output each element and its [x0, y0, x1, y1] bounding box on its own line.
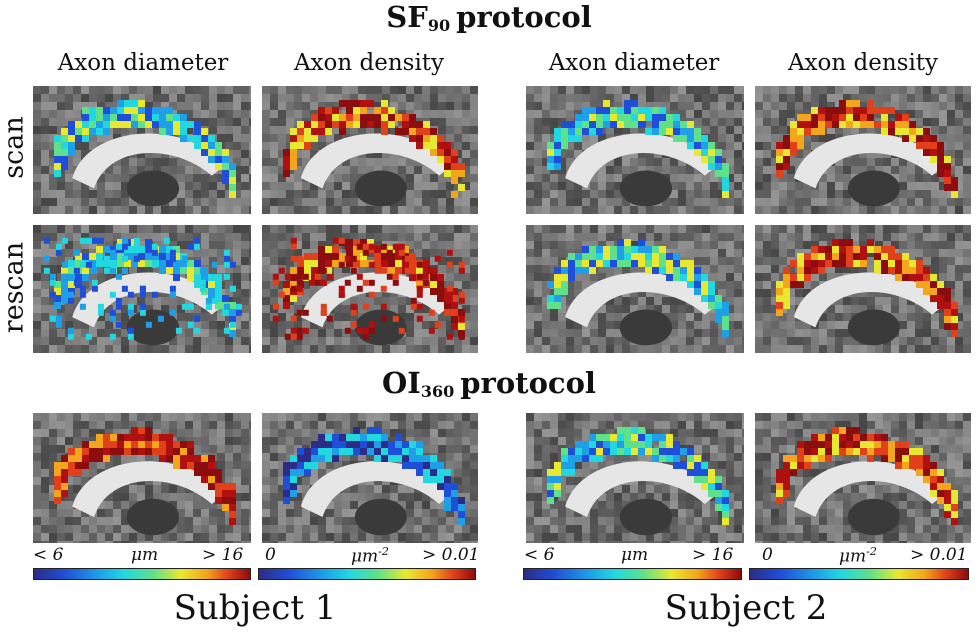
brain-slice-image [526, 225, 744, 353]
colorbar-diameter-s1 [33, 568, 251, 580]
mri-panel-oi360-s1-density [262, 413, 478, 543]
colorbar-diameter-unit-label-s2: μm [621, 545, 649, 565]
mri-panel-scan-s2-density [755, 86, 971, 214]
subject-label-1: Subject 1 [173, 588, 337, 628]
brain-slice-image [262, 225, 478, 353]
colorbar-density-s2 [749, 568, 969, 580]
mri-panel-rescan-s2-density [755, 225, 971, 353]
mri-panel-rescan-s1-density [262, 225, 478, 353]
mri-panel-rescan-s2-diameter [526, 225, 744, 353]
mri-panel-rescan-s1-diameter [33, 225, 251, 353]
colorbar-diameter-s2 [523, 568, 742, 580]
colorbar-density-max-label-s2: > 0.01 [910, 545, 968, 565]
mri-panel-scan-s2-diameter [526, 86, 744, 214]
brain-slice-image [755, 413, 971, 543]
colorbar-diameter-max-label-s1: > 16 [202, 545, 244, 565]
colorbar-density-min-label-s1: 0 [265, 545, 276, 565]
mri-panel-oi360-s2-diameter [526, 413, 744, 543]
mri-panel-oi360-s1-diameter [33, 413, 251, 543]
colorbar-diameter-unit-label-s1: μm [131, 545, 159, 565]
brain-slice-image [526, 86, 744, 214]
column-header-axon-diameter-subject2: Axon diameter [548, 50, 720, 76]
colorbar-density-unit-label-s1: μm-2 [351, 545, 389, 567]
column-header-axon-density-subject1: Axon density [293, 50, 445, 76]
mri-panel-scan-s1-density [262, 86, 478, 214]
column-header-axon-diameter-subject1: Axon diameter [57, 50, 229, 76]
colorbar-density-max-label-s1: > 0.01 [422, 545, 480, 565]
brain-slice-image [33, 86, 251, 214]
colorbar-diameter-max-label-s2: > 16 [692, 545, 734, 565]
brain-slice-image [526, 413, 744, 543]
mri-panel-scan-s1-diameter [33, 86, 251, 214]
colorbar-diameter-min-label-s2: < 6 [524, 545, 555, 565]
column-header-axon-density-subject2: Axon density [787, 50, 939, 76]
subject-label-2: Subject 2 [664, 588, 828, 628]
brain-slice-image [33, 413, 251, 543]
colorbar-density-s1 [258, 568, 476, 580]
brain-slice-image [33, 225, 251, 353]
brain-slice-image [262, 86, 478, 214]
brain-slice-image [755, 86, 971, 214]
row-label-rescan: rescan [0, 241, 30, 334]
title-sf90: SF90 protocol [386, 0, 592, 35]
colorbar-diameter-min-label-s1: < 6 [33, 545, 64, 565]
row-label-scan: scan [0, 116, 30, 179]
colorbar-density-min-label-s2: 0 [762, 545, 773, 565]
brain-slice-image [755, 225, 971, 353]
colorbar-density-unit-label-s2: μm-2 [839, 545, 877, 567]
brain-slice-image [262, 413, 478, 543]
title-oi360: OI360 protocol [382, 366, 596, 401]
mri-panel-oi360-s2-density [755, 413, 971, 543]
